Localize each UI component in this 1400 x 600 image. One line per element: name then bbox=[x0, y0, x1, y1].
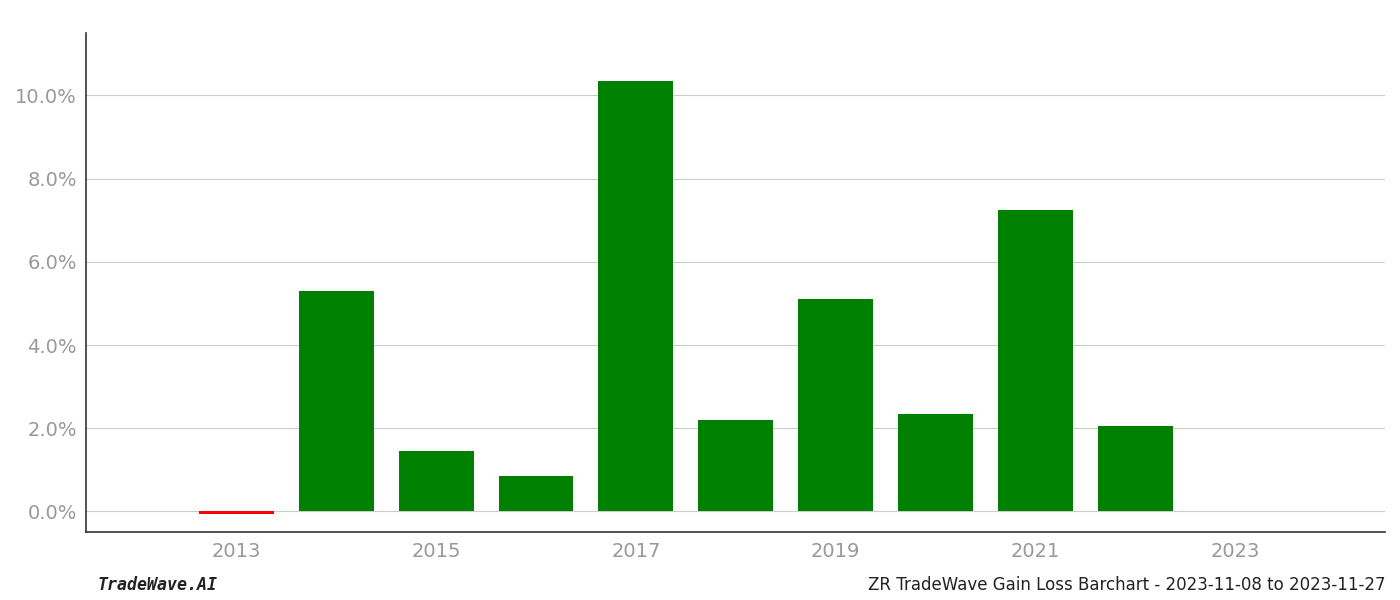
Bar bbox=[199, 511, 274, 514]
Bar bbox=[699, 420, 773, 511]
Text: TradeWave.AI: TradeWave.AI bbox=[98, 576, 218, 594]
Bar bbox=[998, 210, 1072, 511]
Bar bbox=[1098, 426, 1173, 511]
Bar bbox=[798, 299, 874, 511]
Bar bbox=[298, 291, 374, 511]
Bar bbox=[498, 476, 574, 511]
Bar bbox=[399, 451, 473, 511]
Bar bbox=[897, 413, 973, 511]
Bar bbox=[598, 81, 673, 511]
Text: ZR TradeWave Gain Loss Barchart - 2023-11-08 to 2023-11-27: ZR TradeWave Gain Loss Barchart - 2023-1… bbox=[868, 576, 1386, 594]
